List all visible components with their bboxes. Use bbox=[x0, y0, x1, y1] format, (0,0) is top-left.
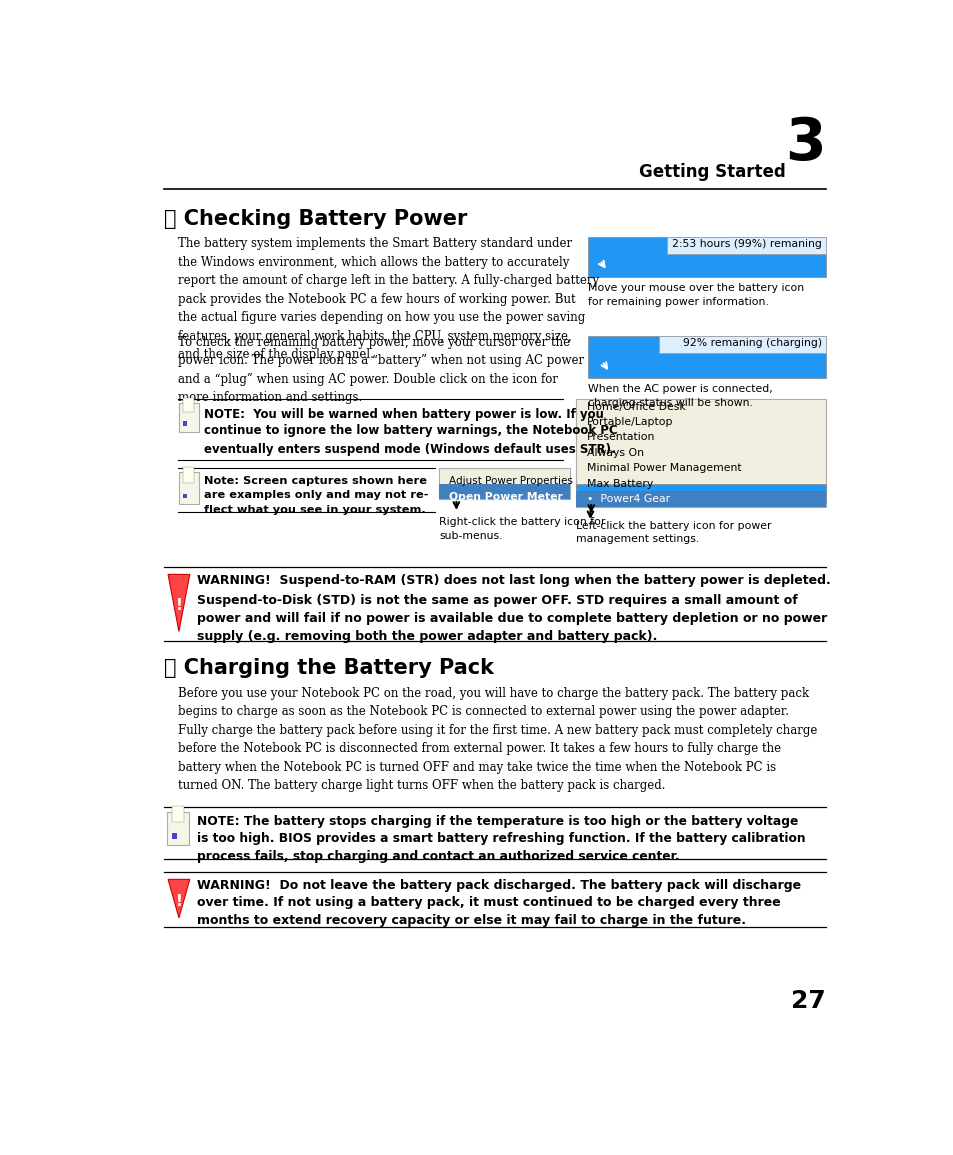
Text: Presentation: Presentation bbox=[587, 432, 655, 442]
Bar bbox=[439, 468, 569, 499]
Bar bbox=[587, 336, 825, 378]
Bar bbox=[659, 336, 825, 352]
Text: Left-click the battery icon for power
management settings.: Left-click the battery icon for power ma… bbox=[575, 521, 770, 544]
Bar bbox=[183, 422, 187, 426]
Text: continue to ignore the low battery warnings, the Notebook PC
eventually enters s: continue to ignore the low battery warni… bbox=[204, 424, 617, 456]
Text: WARNING!  Suspend-to-RAM (STR) does not last long when the battery power is depl: WARNING! Suspend-to-RAM (STR) does not l… bbox=[196, 574, 830, 588]
Bar bbox=[587, 237, 825, 277]
Text: !: ! bbox=[175, 598, 182, 613]
Text: •  Power4 Gear: • Power4 Gear bbox=[587, 494, 670, 504]
Polygon shape bbox=[168, 574, 190, 632]
Text: 27: 27 bbox=[790, 989, 825, 1013]
Text: Before you use your Notebook PC on the road, you will have to charge the battery: Before you use your Notebook PC on the r… bbox=[178, 687, 817, 792]
Text: Adjust Power Properties: Adjust Power Properties bbox=[448, 476, 572, 486]
Bar bbox=[183, 493, 187, 498]
Text: To check the remaining battery power, move your cursor over the
power icon. The : To check the remaining battery power, mo… bbox=[178, 336, 583, 404]
Bar bbox=[576, 398, 825, 507]
Text: Note: Screen captures shown here
are examples only and may not re-
flect what yo: Note: Screen captures shown here are exa… bbox=[204, 476, 428, 515]
Text: Open Power Meter: Open Power Meter bbox=[448, 492, 562, 502]
Text: NOTE: The battery stops charging if the temperature is too high or the battery v: NOTE: The battery stops charging if the … bbox=[196, 814, 798, 828]
Text: Right-click the battery icon for
sub-menus.: Right-click the battery icon for sub-men… bbox=[439, 517, 605, 541]
Text: Suspend-to-Disk (STD) is not the same as power OFF. STD requires a small amount : Suspend-to-Disk (STD) is not the same as… bbox=[196, 594, 826, 642]
Bar bbox=[167, 812, 189, 845]
Text: is too high. BIOS provides a smart battery refreshing function. If the battery c: is too high. BIOS provides a smart batte… bbox=[196, 832, 804, 863]
Bar bbox=[172, 833, 176, 839]
Text: !: ! bbox=[175, 894, 182, 909]
Text: Max Battery: Max Battery bbox=[587, 478, 653, 489]
Bar bbox=[666, 237, 825, 254]
Text: Move your mouse over the battery icon
for remaining power information.: Move your mouse over the battery icon fo… bbox=[587, 283, 803, 307]
Text: Getting Started: Getting Started bbox=[639, 163, 785, 181]
Bar bbox=[179, 403, 199, 432]
Bar bbox=[183, 468, 194, 483]
Text: Minimal Power Management: Minimal Power Management bbox=[587, 463, 741, 474]
Text: WARNING!  Do not leave the battery pack discharged. The battery pack will discha: WARNING! Do not leave the battery pack d… bbox=[196, 879, 800, 893]
Text: over time. If not using a battery pack, it must continued to be charged every th: over time. If not using a battery pack, … bbox=[196, 896, 780, 927]
Polygon shape bbox=[168, 879, 190, 918]
Bar bbox=[576, 491, 825, 507]
Text: 3: 3 bbox=[784, 114, 825, 172]
Text: Always On: Always On bbox=[587, 448, 643, 457]
Bar bbox=[179, 472, 199, 505]
Bar bbox=[172, 806, 184, 822]
Text: Home/Office Desk: Home/Office Desk bbox=[587, 402, 685, 411]
Text: 92% remaning (charging): 92% remaning (charging) bbox=[682, 338, 821, 348]
Text: ⎓ Charging the Battery Pack: ⎓ Charging the Battery Pack bbox=[164, 658, 494, 678]
Bar bbox=[183, 398, 194, 412]
Text: When the AC power is connected,
charging status will be shown.: When the AC power is connected, charging… bbox=[587, 385, 772, 408]
Text: Portable/Laptop: Portable/Laptop bbox=[587, 417, 673, 427]
Text: NOTE:  You will be warned when battery power is low. If you: NOTE: You will be warned when battery po… bbox=[204, 408, 603, 422]
Bar bbox=[575, 484, 825, 502]
Text: The battery system implements the Smart Battery standard under
the Windows envir: The battery system implements the Smart … bbox=[178, 237, 598, 362]
Text: 2:53 hours (99%) remaning: 2:53 hours (99%) remaning bbox=[672, 239, 821, 249]
Text: ⎓ Checking Battery Power: ⎓ Checking Battery Power bbox=[164, 209, 467, 230]
Bar bbox=[439, 484, 569, 499]
